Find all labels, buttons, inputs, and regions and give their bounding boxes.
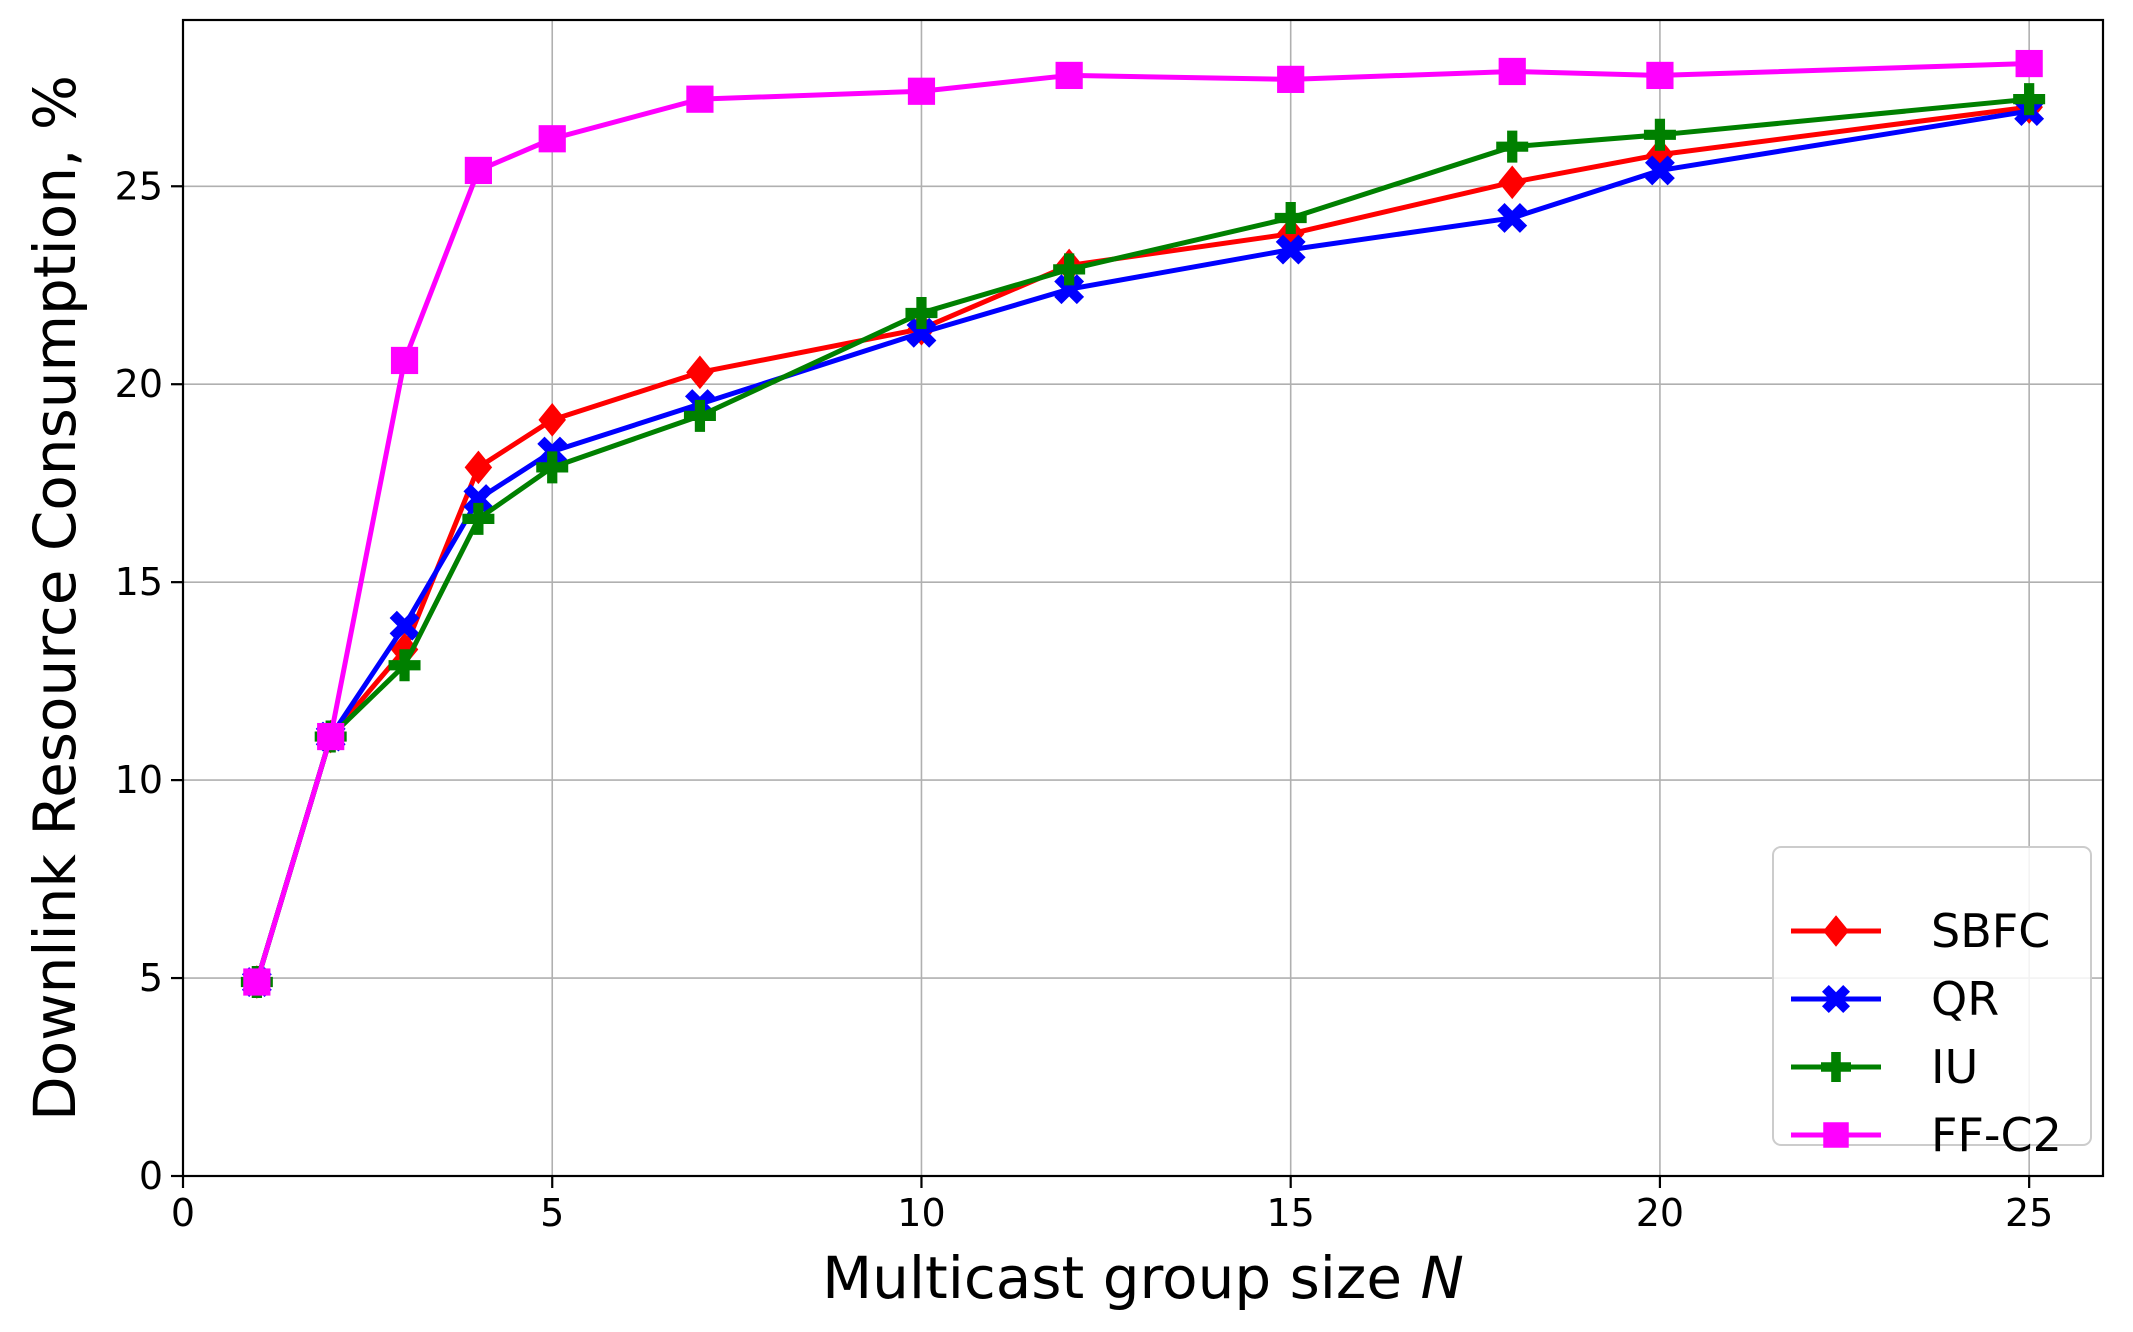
point-ff-c2	[538, 125, 566, 153]
x-tick-label: 15	[1267, 1191, 1315, 1235]
x-tick-label: 20	[1636, 1191, 1684, 1235]
point-qr	[389, 610, 420, 641]
point-iu	[905, 296, 938, 329]
legend-box	[1772, 846, 2092, 1146]
point-ff-c2	[464, 156, 492, 185]
y-tick-label: 10	[115, 758, 163, 802]
point-iu	[1643, 118, 1676, 151]
point-iu	[1496, 130, 1529, 163]
legend-swatch-marker	[1823, 915, 1849, 947]
series-line-iu	[254, 96, 2030, 983]
series-line-sbfc	[254, 104, 2030, 983]
y-tick-label: 20	[115, 362, 163, 406]
legend-swatch-marker	[1821, 1052, 1851, 1082]
plot-area-frame	[181, 18, 2105, 1178]
series-line-ff-c2	[254, 61, 2030, 983]
legend-label: SBFC	[1931, 904, 2050, 958]
y-tick-label: 5	[139, 956, 163, 1000]
point-iu	[536, 451, 569, 484]
series-ff-c2	[243, 49, 2043, 996]
legend-label: QR	[1931, 972, 1999, 1026]
point-ff-c2	[243, 968, 271, 996]
series-line-qr	[254, 108, 2030, 983]
point-ff-c2	[2015, 49, 2043, 78]
x-axis-variable: N	[1421, 1244, 1464, 1312]
series-lines	[240, 49, 2046, 999]
legend-entry-sbfc: SBFC	[1791, 904, 2050, 958]
point-sbfc	[464, 450, 493, 485]
x-tick-label: 0	[171, 1191, 195, 1235]
legend-entry-iu: IU	[1791, 1040, 1978, 1094]
x-axis-title: Multicast group size N	[822, 1244, 1464, 1312]
legend-label: IU	[1931, 1040, 1978, 1094]
x-tick-label: 5	[540, 1191, 564, 1235]
legend-entry-ff-c2: FF-C2	[1791, 1108, 2062, 1162]
point-qr	[1497, 203, 1528, 233]
point-ff-c2	[317, 722, 345, 751]
y-axis-title: Downlink Resource Consumption, %	[21, 75, 89, 1121]
x-tick-label: 10	[897, 1191, 945, 1235]
y-tick-label: 15	[115, 560, 163, 604]
point-qr	[1275, 234, 1306, 265]
point-sbfc	[538, 403, 566, 437]
legend: SBFC QR IU FF-C2	[1772, 846, 2092, 1162]
point-ff-c2	[686, 85, 714, 113]
legend-entry-qr: QR	[1791, 972, 1999, 1026]
point-sbfc	[686, 355, 714, 390]
point-ff-c2	[1055, 61, 1083, 90]
point-iu	[462, 502, 495, 535]
x-tick-label: 25	[2005, 1191, 2053, 1235]
point-qr	[1054, 274, 1085, 305]
point-iu	[1053, 253, 1086, 286]
point-iu	[388, 649, 421, 682]
point-iu	[1274, 201, 1307, 234]
point-ff-c2	[1498, 57, 1526, 86]
point-iu	[683, 399, 716, 432]
y-tick-label: 0	[139, 1154, 163, 1198]
point-ff-c2	[1646, 61, 1674, 90]
x-axis-label: Multicast group size	[822, 1244, 1402, 1312]
y-tick-label: 25	[115, 164, 163, 208]
legend-swatch-marker	[1821, 984, 1851, 1014]
axis-ticks: 0 5 10 15 20 25 0 5 10 15 20 25	[115, 164, 2054, 1235]
point-ff-c2	[1277, 65, 1305, 93]
point-ff-c2	[907, 77, 936, 105]
legend-label: FF-C2	[1931, 1108, 2062, 1162]
point-ff-c2	[390, 346, 419, 375]
point-qr	[1644, 155, 1675, 186]
point-sbfc	[1498, 165, 1526, 200]
legend-swatch-marker	[1823, 1122, 1849, 1148]
point-qr	[906, 317, 937, 348]
point-iu	[2013, 83, 2046, 116]
point-qr	[463, 484, 494, 514]
